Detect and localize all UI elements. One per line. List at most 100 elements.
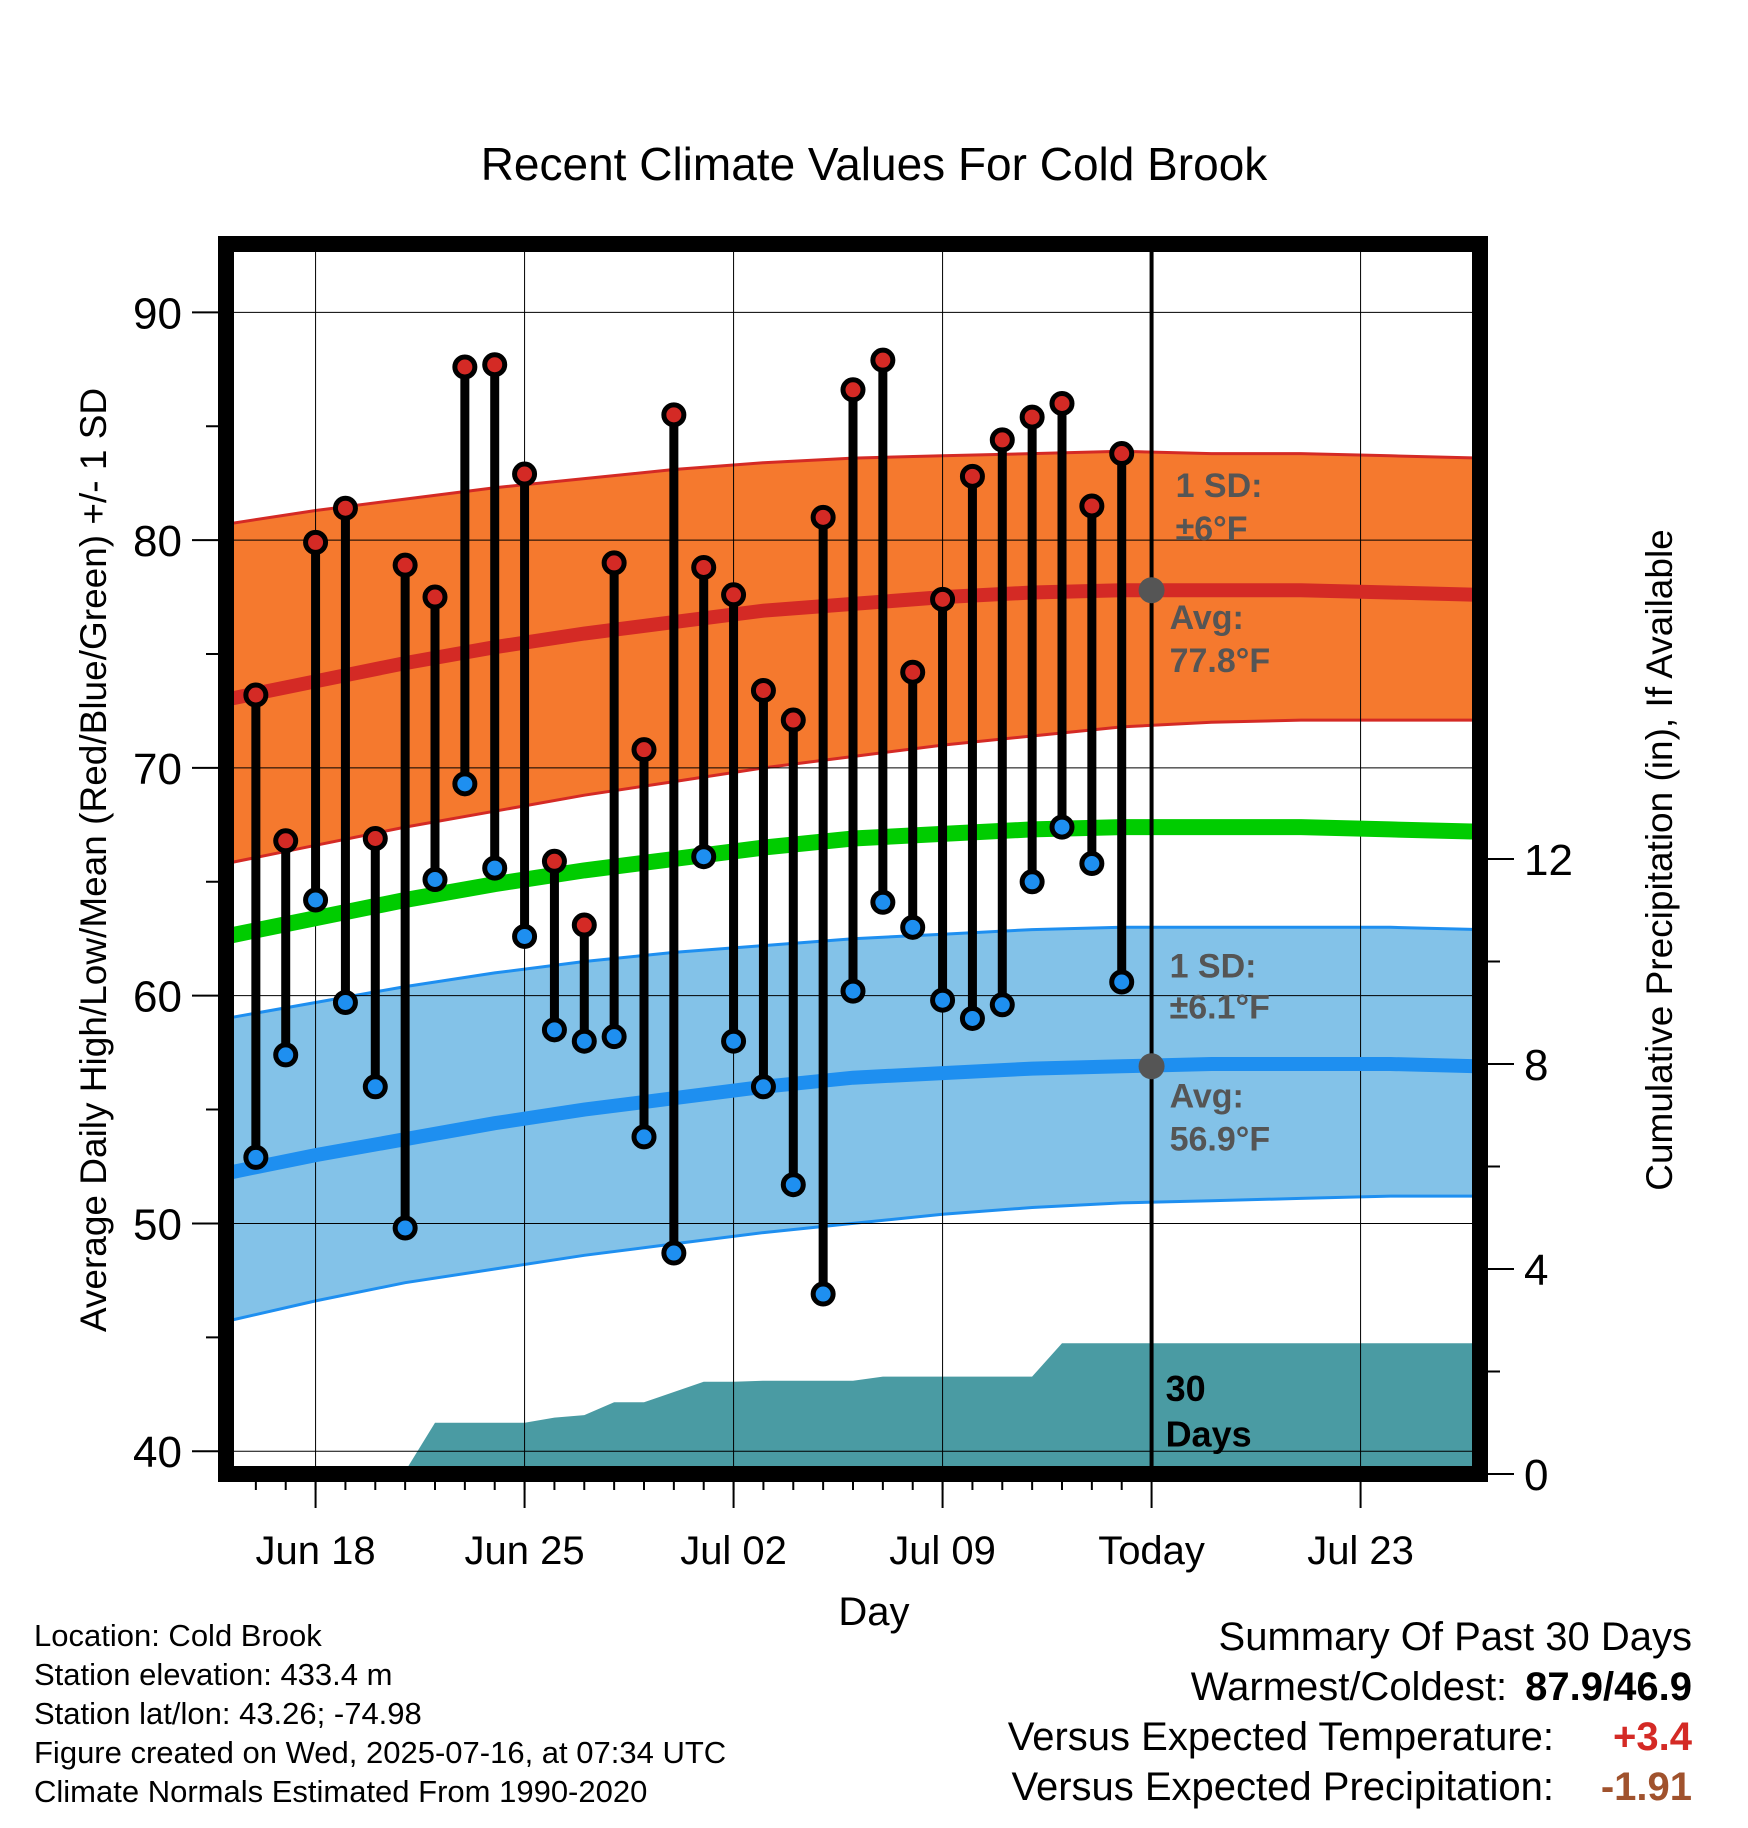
daily-high-point — [661, 402, 687, 428]
daily-high-point — [273, 828, 299, 854]
daily-high-point — [392, 552, 418, 578]
daily-low-point — [1049, 814, 1075, 840]
warmest-value: 87.9/46.9 — [1525, 1665, 1692, 1709]
x-axis-label: Day — [838, 1590, 909, 1634]
x-tick-label: Jul 09 — [889, 1529, 996, 1573]
temp-value: +3.4 — [1613, 1715, 1692, 1759]
low-sd-annotation-title: 1 SD: — [1170, 947, 1257, 985]
daily-high-point — [1109, 441, 1135, 467]
daily-low-point — [691, 844, 717, 870]
today-low-avg-marker — [1138, 1053, 1165, 1080]
daily-low-point — [870, 889, 896, 915]
chart-title: Recent Climate Values For Cold Brook — [481, 138, 1269, 190]
y2-tick-label: 8 — [1524, 1041, 1548, 1090]
daily-range-stems — [243, 347, 1135, 1307]
precip-value: -1.91 — [1600, 1765, 1692, 1809]
y-axis-ticks: 40 50 60 70 80 90 — [133, 289, 226, 1477]
latlon-text: Station lat/lon: 43.26; -74.98 — [34, 1696, 422, 1731]
daily-low-point — [631, 1124, 657, 1150]
daily-high-point — [721, 582, 747, 608]
daily-high-point — [1079, 493, 1105, 519]
low-avg-annotation-title: Avg: — [1170, 1077, 1244, 1115]
daily-high-point — [959, 463, 985, 489]
daily-low-point — [1079, 851, 1105, 877]
daily-high-point — [750, 677, 776, 703]
daily-low-point — [273, 1042, 299, 1068]
summary-warmest-row: Warmest/Coldest: 87.9/46.9 — [1008, 1662, 1692, 1712]
x-tick-label: Jul 02 — [680, 1529, 787, 1573]
x-tick-label: Today — [1098, 1529, 1205, 1573]
daily-low-point — [392, 1215, 418, 1241]
daily-high-point — [691, 554, 717, 580]
daily-high-point — [930, 586, 956, 612]
y-tick-label: 90 — [133, 289, 182, 338]
daily-low-point — [332, 990, 358, 1015]
daily-high-point — [571, 912, 597, 938]
daily-high-point — [601, 550, 627, 576]
daily-low-point — [721, 1028, 747, 1054]
daily-low-point — [900, 914, 926, 940]
daily-high-point — [900, 659, 926, 685]
summary-temp-row: Versus Expected Temperature: +3.4 — [1008, 1712, 1692, 1762]
precip-days-annotation-label: Days — [1166, 1414, 1252, 1455]
precip-area — [408, 1343, 1472, 1466]
low-avg-line — [234, 1057, 1472, 1179]
daily-high-point — [870, 347, 896, 373]
y2-axis-label: Cumulative Precipitation (in), If Availa… — [1639, 529, 1680, 1191]
daily-high-point — [631, 737, 657, 763]
high-avg-annotation-value: 77.8°F — [1170, 642, 1271, 680]
daily-low-point — [541, 1017, 567, 1043]
y-tick-label: 60 — [133, 973, 182, 1022]
precip-label: Versus Expected Precipitation: — [1011, 1765, 1554, 1809]
daily-low-point — [959, 1005, 985, 1031]
y2-axis-ticks: 0 4 8 12 — [1480, 836, 1573, 1500]
daily-low-point — [243, 1144, 269, 1170]
daily-high-point — [840, 377, 866, 403]
x-tick-label: Jun 25 — [465, 1529, 585, 1573]
daily-low-point — [1109, 969, 1135, 995]
daily-low-point — [989, 992, 1015, 1018]
warmest-label: Warmest/Coldest: — [1190, 1665, 1508, 1709]
location-text: Location: Cold Brook — [34, 1618, 322, 1653]
daily-low-point — [840, 978, 866, 1004]
x-tick-label: Jul 23 — [1307, 1529, 1414, 1573]
y-tick-label: 40 — [133, 1428, 182, 1477]
daily-high-point — [512, 461, 538, 487]
daily-low-point — [512, 923, 538, 949]
y2-tick-label: 4 — [1524, 1246, 1548, 1295]
daily-low-point — [1019, 869, 1045, 895]
y-tick-label: 50 — [133, 1200, 182, 1249]
daily-high-point — [303, 529, 329, 555]
daily-low-point — [482, 855, 508, 881]
y-tick-label: 80 — [133, 517, 182, 566]
high-sd-annotation-value: ±6°F — [1176, 510, 1248, 548]
daily-low-point — [780, 1172, 806, 1198]
daily-low-point — [661, 1240, 687, 1266]
daily-high-point — [482, 352, 508, 378]
y2-tick-label: 12 — [1524, 836, 1573, 885]
summary-precip-row: Versus Expected Precipitation: -1.91 — [1008, 1762, 1692, 1812]
temp-label: Versus Expected Temperature: — [1007, 1715, 1554, 1759]
daily-low-point — [810, 1281, 836, 1307]
daily-high-point — [780, 707, 806, 733]
daily-high-point — [452, 354, 478, 380]
y-tick-label: 70 — [133, 745, 182, 794]
station-info: Location: Cold Brook Station elevation: … — [34, 1616, 726, 1811]
summary-panel: Summary Of Past 30 Days Warmest/Coldest:… — [1008, 1612, 1692, 1812]
today-high-avg-marker — [1138, 577, 1165, 604]
daily-high-point — [332, 495, 358, 521]
normals-text: Climate Normals Estimated From 1990-2020 — [34, 1774, 648, 1809]
daily-high-point — [810, 504, 836, 530]
daily-high-point — [989, 427, 1015, 453]
low-avg-annotation-value: 56.9°F — [1170, 1121, 1271, 1159]
daily-low-point — [303, 887, 329, 913]
daily-low-point — [750, 1074, 776, 1100]
elevation-text: Station elevation: 433.4 m — [34, 1657, 393, 1692]
daily-high-point — [422, 584, 448, 610]
created-text: Figure created on Wed, 2025-07-16, at 07… — [34, 1735, 727, 1770]
daily-low-point — [452, 771, 478, 797]
x-tick-label: Jun 18 — [256, 1529, 376, 1573]
